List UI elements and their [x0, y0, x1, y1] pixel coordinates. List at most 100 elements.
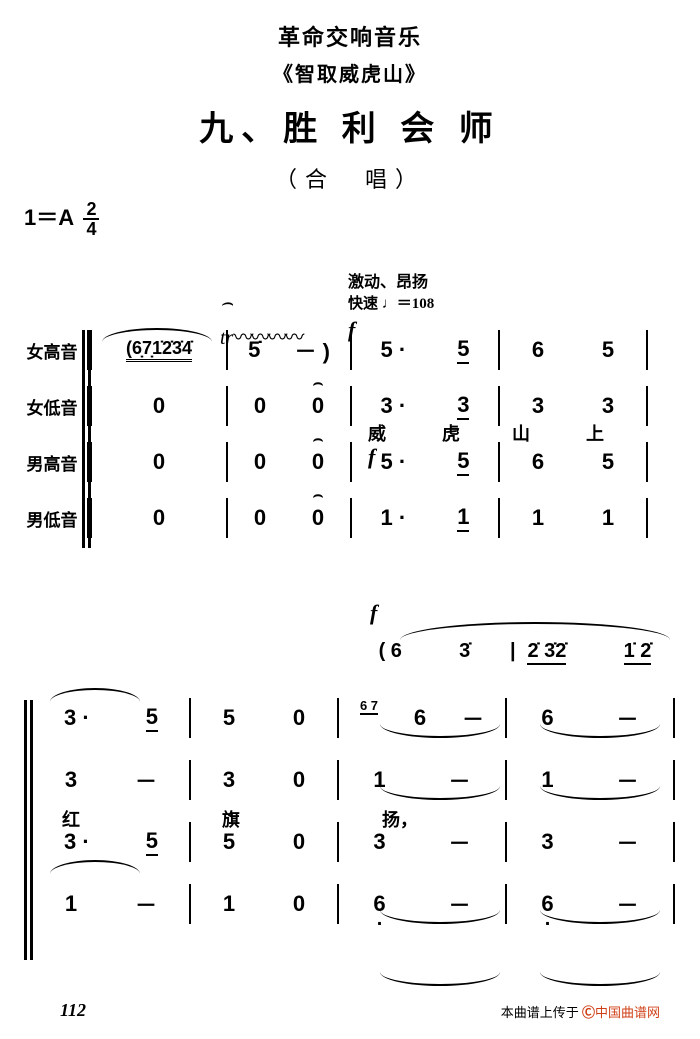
barline: [498, 330, 500, 370]
lyric: 旗: [222, 806, 240, 832]
note: 3: [223, 767, 235, 793]
barline: [646, 386, 648, 426]
barline: [498, 386, 500, 426]
barline: [350, 330, 352, 370]
note: 3: [65, 767, 77, 793]
logo-icon: Ⓒ: [582, 1005, 595, 1020]
barline: [87, 330, 92, 370]
barline: [498, 498, 500, 538]
barline: [673, 760, 675, 800]
barline: [189, 698, 191, 738]
barline: [87, 386, 92, 426]
note: 5: [223, 705, 235, 731]
note: 3: [457, 392, 469, 420]
barline: [498, 442, 500, 482]
note: 3: [541, 829, 553, 855]
note: 1: [602, 505, 614, 531]
barline: [337, 884, 339, 924]
barline: [646, 498, 648, 538]
tempo-expression: 激动、昂扬: [348, 272, 434, 294]
note: 0: [293, 829, 305, 855]
note: 0: [254, 393, 266, 419]
note: 1: [65, 891, 77, 917]
barline: [189, 822, 191, 862]
note: 5: [457, 336, 469, 364]
barline: [189, 884, 191, 924]
note: 0: [293, 891, 305, 917]
note: 3: [602, 393, 614, 419]
slur: [380, 972, 500, 986]
part-tenor: 男高音: [20, 450, 84, 475]
barline: [337, 698, 339, 738]
barline: [87, 498, 92, 538]
note: 1: [532, 505, 544, 531]
note: 0: [293, 705, 305, 731]
note: 5: [602, 449, 614, 475]
lyric: 虎: [442, 420, 460, 446]
note: 5: [223, 829, 235, 855]
barline: [646, 330, 648, 370]
note: 6: [532, 337, 544, 363]
title-piece: 九、胜 利 会 师: [0, 101, 700, 150]
alto-row-2: 3 － 3 0 1 － 1 －: [20, 752, 680, 808]
barline: [505, 822, 507, 862]
note: 1: [457, 504, 469, 532]
part-alto: 女低音: [20, 394, 84, 419]
time-sig-den: 4: [83, 220, 99, 238]
part-bass: 男低音: [20, 506, 84, 531]
note: 0: [153, 393, 165, 419]
barline: [226, 386, 228, 426]
phrase-slur: [400, 622, 670, 640]
barline: [337, 822, 339, 862]
note: －: [135, 764, 157, 796]
bass-row: 男低音 0 0 ⌢0 1 · 1 1 1: [20, 490, 680, 546]
note: 6: [532, 449, 544, 475]
barline: [646, 442, 648, 482]
slur: [540, 972, 660, 986]
note: 0: [153, 505, 165, 531]
barline: [226, 442, 228, 482]
barline: [505, 698, 507, 738]
note: 3: [532, 393, 544, 419]
page-number: 112: [60, 1000, 86, 1021]
barline: [350, 386, 352, 426]
dynamic-f-mid: f: [368, 444, 375, 470]
barline: [87, 442, 92, 482]
barline: [673, 884, 675, 924]
barline: [350, 498, 352, 538]
barline: [505, 884, 507, 924]
key-prefix: 1＝A: [24, 205, 73, 230]
barline: [673, 822, 675, 862]
barline: [226, 330, 228, 370]
part-soprano: 女高音: [20, 338, 84, 363]
title-category: 革命交响音乐: [0, 20, 700, 52]
title-subtitle: （合 唱）: [0, 162, 700, 194]
note: 5: [457, 448, 469, 476]
note: 5 ·: [381, 337, 407, 363]
lyric: 山: [512, 420, 530, 446]
note: 5: [602, 337, 614, 363]
footer-credit: 本曲谱上传于 Ⓒ中国曲谱网: [501, 1002, 660, 1021]
dynamic-f-sys2: f: [370, 600, 377, 626]
lyric: 扬，: [382, 806, 418, 832]
note: 1 ·: [381, 505, 407, 531]
bass-row-2: 1 － 1 0 6 － 6 －: [20, 876, 680, 932]
barline: [337, 760, 339, 800]
key-signature: 1＝A 2 4: [24, 200, 99, 238]
system-1: 女高音 (6̣7̣1̇2̇3̇4̇ 5̇ － ) 5 · 5 6 5 女低音 0…: [20, 322, 680, 546]
note: 5: [146, 704, 158, 732]
logo-text: 中国曲谱网: [595, 1005, 660, 1020]
grace-notes: 6 7: [360, 698, 378, 715]
note: ⌢0: [312, 449, 324, 475]
title-opera: 《智取威虎山》: [0, 58, 700, 87]
alto-row: 女低音 0 0 ⌢0 3 · 3 3 3: [20, 378, 680, 434]
note: ⌢0: [312, 393, 324, 419]
note: 5 ·: [381, 449, 407, 475]
note: 3 ·: [381, 393, 407, 419]
note: 3 ·: [64, 705, 90, 731]
barline: [350, 442, 352, 482]
note: 5̇: [248, 337, 260, 363]
barline: [505, 760, 507, 800]
note: － ): [294, 334, 329, 366]
note: 0: [293, 767, 305, 793]
